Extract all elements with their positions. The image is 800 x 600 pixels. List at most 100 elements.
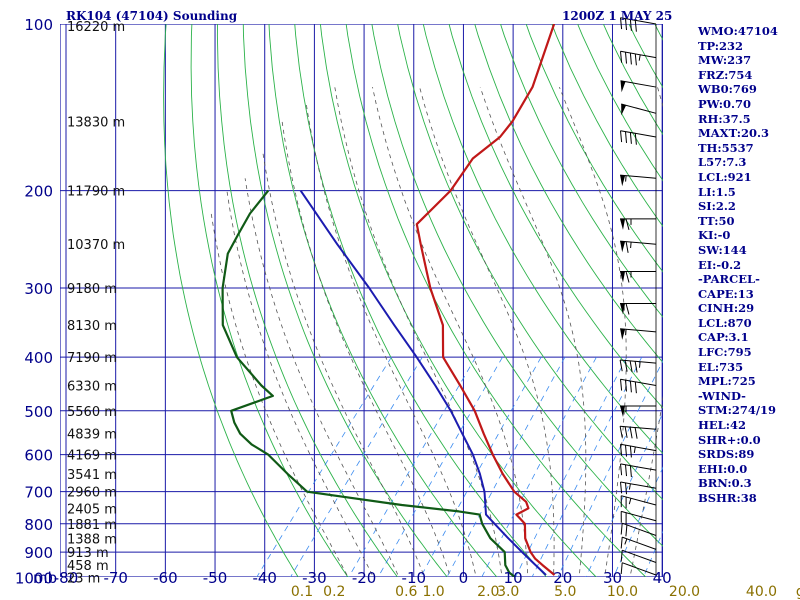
wind-barb-flag [629,19,632,31]
wind-barb-half-flag [639,361,641,368]
mixing-ratio-label: 5.0 [554,584,576,600]
index-value: TH:5537 [698,140,754,155]
wind-barb-pennant [621,104,627,116]
wind-barb [619,359,657,373]
mixing-ratio-label: 0.6 [395,584,417,600]
wind-barb [620,549,657,563]
wind-barb-pennant [620,271,625,283]
height-label: 10370 m [67,238,125,253]
wind-barb-flag [624,360,628,372]
temperature-tick-label: -30 [302,569,327,587]
height-label: 11790 m [67,185,125,200]
mixing-ratio-label: 10.0 [607,584,638,600]
wind-barb-flag [625,52,627,64]
index-value: TT:50 [698,213,735,228]
index-value: HEL:42 [698,418,746,433]
wind-barb-flag [634,20,637,32]
parcel-path-line [299,190,547,576]
height-label: 4169 m [67,449,117,464]
height-label: 2960 m [67,486,117,501]
wind-barb [620,463,657,478]
dry-adiabat-line [242,24,448,577]
wind-barb-pennant [620,218,625,230]
index-value: SHR+:0.0 [698,432,761,447]
temperature-tick-label: -80 [54,569,79,587]
mixing-ratio-label: 3.0 [497,584,519,600]
height-label: 1388 m [67,532,117,547]
wind-barb-flag [629,446,632,458]
dry-adiabat-line [525,24,663,273]
index-value: CINH:29 [698,301,755,316]
wind-barb-flag [620,17,623,30]
moist-adiabat-line [210,213,349,577]
index-value: CAPE:13 [698,286,754,301]
index-value: MPL:725 [698,374,756,389]
height-label: 458 m [67,559,109,574]
height-label: 4839 m [67,428,117,443]
wind-barb [620,522,657,537]
chart-timestamp: 1200Z 1 MAY 25 [562,9,673,23]
wind-barb-shaft [620,130,657,138]
temperature-tick-label: -60 [153,569,178,587]
height-label: 23 m [67,571,100,586]
pressure-tick-label: 300 [24,280,53,298]
wind-barb [620,495,657,509]
dry-adiabat-line [345,24,647,577]
dry-adiabat-line [474,24,663,364]
wind-barb [620,130,657,145]
temperature-profile-line [415,24,556,576]
mixing-ratio-label: 40.0 [746,584,777,600]
mixing-ratio-line [256,356,392,577]
wind-barb-shaft [621,495,657,506]
mixing-ratio-line [420,357,542,577]
stability-index-panel: WMO:47104 TP:232 MW:237 FRZ:754 WB0:769 PW:0.… [698,24,798,506]
wind-barb-flag [634,133,637,145]
wind-barb-flag [629,380,632,393]
dry-adiabat-line [268,24,498,577]
mixing-ratio-label: g/kg [796,584,800,600]
moist-adiabat-line [281,121,451,577]
moist-adiabat-line [226,190,374,577]
pressure-tick-label: 100 [24,16,53,34]
height-label: 13830 m [67,115,125,130]
wind-barb-pennant [620,303,625,315]
index-value: EI:-0.2 [698,257,742,272]
wind-barb-flag [620,523,623,535]
wind-barb-flag [625,380,627,392]
index-value: WB0:769 [698,82,757,97]
index-value: PW:0.70 [698,96,752,111]
wind-barb-flag [620,51,623,63]
wind-barb-flag [620,550,623,562]
dry-adiabat-line [294,24,548,577]
wind-barb-shaft [622,549,657,563]
wind-barb-shaft [620,17,657,25]
wind-barb [620,80,657,93]
wind-barb-flag [625,524,628,537]
index-value: LCL:921 [698,169,752,184]
wind-barb [620,50,657,66]
moist-adiabat-line [262,151,425,577]
index-value: WMO:47104 [698,24,778,38]
wind-barb-flag [620,444,623,456]
wind-barb-flag [625,241,629,253]
index-value: MW:237 [698,53,752,68]
dry-adiabat-line [422,24,663,455]
index-value: -PARCEL- [698,272,760,287]
index-value: SI:2.2 [698,199,736,214]
index-value: TP:232 [698,38,744,53]
wind-barb [620,536,657,550]
wind-barb-pennant [620,328,626,340]
height-label: 6330 m [67,380,117,395]
wind-barb [621,103,657,116]
temperature-tick-label: -40 [252,569,277,587]
wind-barb-shaft [622,562,657,576]
temperature-tick-label: -10 [402,569,427,587]
dry-adiabat-line [163,24,299,577]
wind-barb-half-flag [630,241,632,249]
wind-barb-flag [625,131,627,143]
index-value: SRDS:89 [698,447,755,462]
temperature-tick-label: -70 [103,569,128,587]
index-value: KI:-0 [698,228,731,243]
temperature-tick-label: -50 [203,569,228,587]
